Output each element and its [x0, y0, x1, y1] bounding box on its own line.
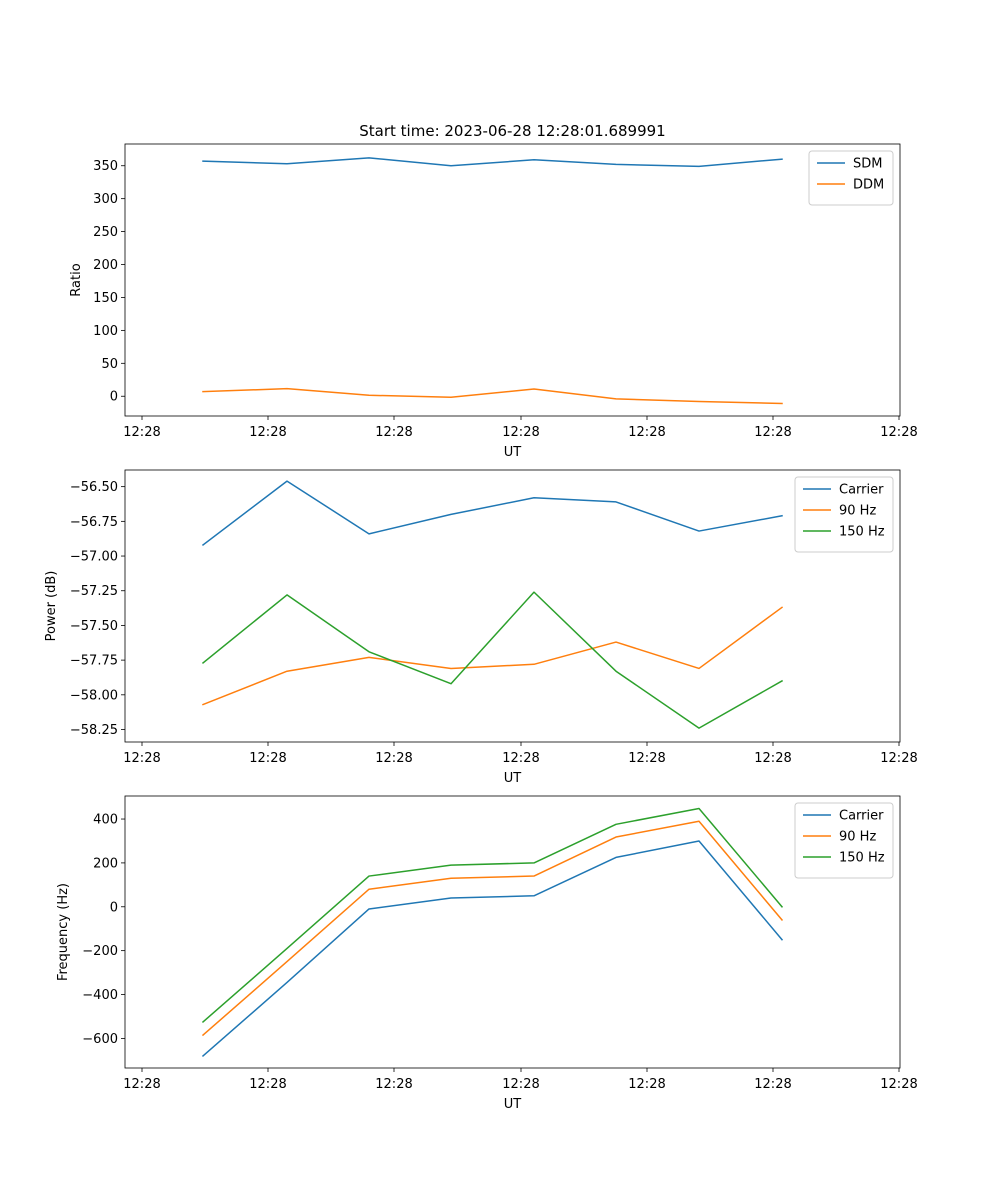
x-tick-label: 12:28: [249, 1077, 286, 1092]
legend-label: SDM: [853, 157, 882, 172]
series-line-sdm: [202, 157, 783, 168]
y-tick-label: −56.50: [70, 480, 118, 495]
y-tick-label: −600: [82, 1032, 118, 1047]
legend: SDM DDM: [808, 150, 894, 206]
series-line-150-hz: [201, 807, 784, 1023]
legend-label: DDM: [853, 178, 884, 193]
series-line-carrier: [201, 480, 783, 546]
y-tick-label: 300: [93, 192, 118, 207]
x-tick-label: 12:28: [502, 1077, 539, 1092]
axes-frame: [124, 469, 901, 743]
x-tick-label: 12:28: [628, 1077, 665, 1092]
series-line-ddm: [202, 387, 783, 405]
y-tick-label: 50: [101, 357, 118, 372]
axes-frame: [124, 143, 901, 417]
x-tick-label: 12:28: [249, 425, 286, 440]
x-tick-label: 12:28: [754, 425, 791, 440]
series-line-150-hz: [201, 591, 784, 729]
x-tick-label: 12:28: [375, 425, 412, 440]
y-tick-label: −58.25: [70, 723, 118, 738]
chart-panel-3: 12:28 12:28 12:28 12:28 12:28 12:28 12:28 −600 −…: [56, 795, 918, 1112]
legend-box: [794, 476, 894, 553]
series-line-carrier: [201, 840, 784, 1057]
legend-label: Carrier: [839, 809, 884, 824]
y-tick-label: 0: [110, 390, 118, 405]
y-tick-label: −56.75: [70, 515, 118, 530]
legend-label: 90 Hz: [839, 504, 876, 519]
legend-label: 150 Hz: [839, 525, 885, 540]
x-tick-label: 12:28: [754, 751, 791, 766]
x-tick-label: 12:28: [375, 751, 412, 766]
y-axis-label: Power (dB): [44, 571, 59, 642]
y-tick-label: −57.00: [70, 550, 118, 565]
x-tick-label: 12:28: [880, 751, 917, 766]
legend-box: [808, 150, 894, 206]
legend-label: Carrier: [839, 483, 884, 498]
x-tick-label: 12:28: [123, 1077, 160, 1092]
x-axis-label: UT: [504, 1097, 522, 1112]
y-tick-label: 150: [93, 291, 118, 306]
chart-panel-1: 12:28 12:28 12:28 12:28 12:28 12:28 12:28 0 50 10…: [69, 143, 918, 460]
y-tick-label: 400: [93, 813, 118, 828]
y-tick-label: −57.75: [70, 654, 118, 669]
x-tick-label: 12:28: [754, 1077, 791, 1092]
x-tick-label: 12:28: [502, 751, 539, 766]
y-tick-label: −400: [82, 988, 118, 1003]
y-tick-label: 250: [93, 225, 118, 240]
x-tick-label: 12:28: [123, 425, 160, 440]
y-tick-label: 350: [93, 159, 118, 174]
y-tick-label: 200: [93, 856, 118, 871]
y-axis-label: Ratio: [69, 263, 84, 296]
y-tick-label: 0: [110, 900, 118, 915]
x-tick-label: 12:28: [880, 1077, 917, 1092]
x-tick-label: 12:28: [880, 425, 917, 440]
y-tick-label: 200: [93, 258, 118, 273]
legend-box: [794, 802, 894, 879]
x-tick-label: 12:28: [502, 425, 539, 440]
axes-frame: [124, 795, 901, 1069]
x-axis-label: UT: [504, 771, 522, 786]
legend-label: 90 Hz: [839, 830, 876, 845]
legend: Carrier 90 Hz 150 Hz: [794, 802, 894, 879]
y-tick-label: −57.50: [70, 619, 118, 634]
x-tick-label: 12:28: [628, 751, 665, 766]
legend: Carrier 90 Hz 150 Hz: [794, 476, 894, 553]
legend-label: 150 Hz: [839, 851, 885, 866]
y-tick-label: −57.25: [70, 584, 118, 599]
x-tick-label: 12:28: [123, 751, 160, 766]
y-tick-label: 100: [93, 324, 118, 339]
x-tick-label: 12:28: [628, 425, 665, 440]
series-line-90-hz: [201, 820, 784, 1037]
x-tick-label: 12:28: [375, 1077, 412, 1092]
figure-title: Start time: 2023-06-28 12:28:01.689991: [359, 122, 665, 140]
series-line-90-hz: [202, 606, 784, 706]
y-tick-label: −58.00: [70, 688, 118, 703]
x-tick-label: 12:28: [249, 751, 286, 766]
x-axis-label: UT: [504, 445, 522, 460]
chart-panel-2: 12:28 12:28 12:28 12:28 12:28 12:28 12:28 −58.2…: [44, 469, 918, 786]
y-tick-label: −200: [82, 944, 118, 959]
y-axis-label: Frequency (Hz): [56, 883, 71, 981]
